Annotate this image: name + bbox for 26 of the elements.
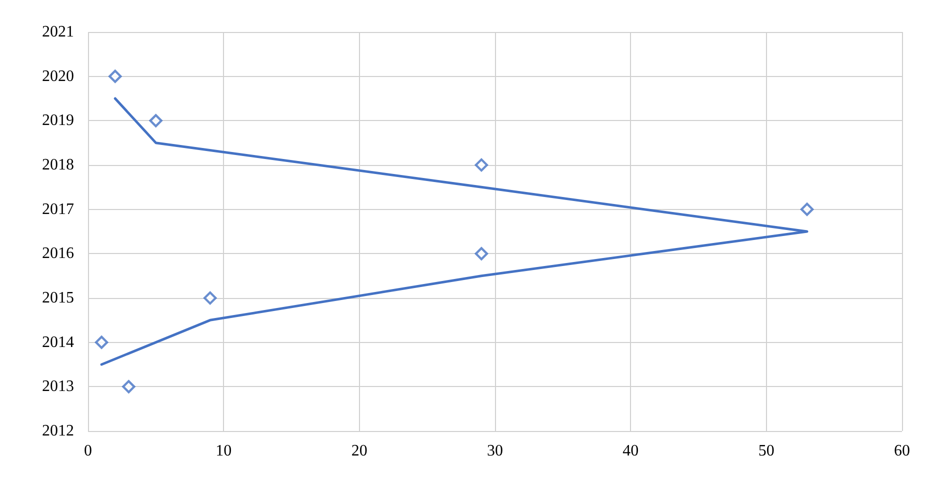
x-tick-label: 50	[758, 442, 774, 460]
x-tick-label: 20	[351, 442, 368, 460]
y-tick-label: 2017	[42, 200, 74, 218]
x-tick-label: 10	[216, 442, 232, 460]
point	[108, 70, 122, 83]
point	[474, 247, 488, 260]
x-tick-label: 0	[84, 442, 92, 460]
x-tick-label: 30	[487, 442, 503, 460]
y-tick-label: 2021	[42, 24, 74, 40]
y-tick-label: 2013	[42, 378, 74, 396]
y-tick-label: 2012	[42, 422, 74, 440]
y-tick-label: 2016	[42, 245, 74, 262]
y-tick-label: 2014	[42, 334, 74, 351]
x-tick-label: 40	[622, 442, 639, 460]
x-tick-label: 60	[894, 442, 910, 460]
y-tick-label: 2015	[42, 290, 74, 306]
point	[122, 380, 136, 394]
point	[474, 158, 488, 172]
point	[149, 114, 162, 128]
line-series	[100, 97, 808, 366]
y-tick-label: 2018	[42, 156, 74, 174]
point	[94, 336, 108, 349]
point	[800, 202, 814, 216]
y-tick-label: 2019	[42, 112, 74, 130]
y-tick-label: 2020	[42, 68, 74, 85]
point	[204, 291, 217, 305]
